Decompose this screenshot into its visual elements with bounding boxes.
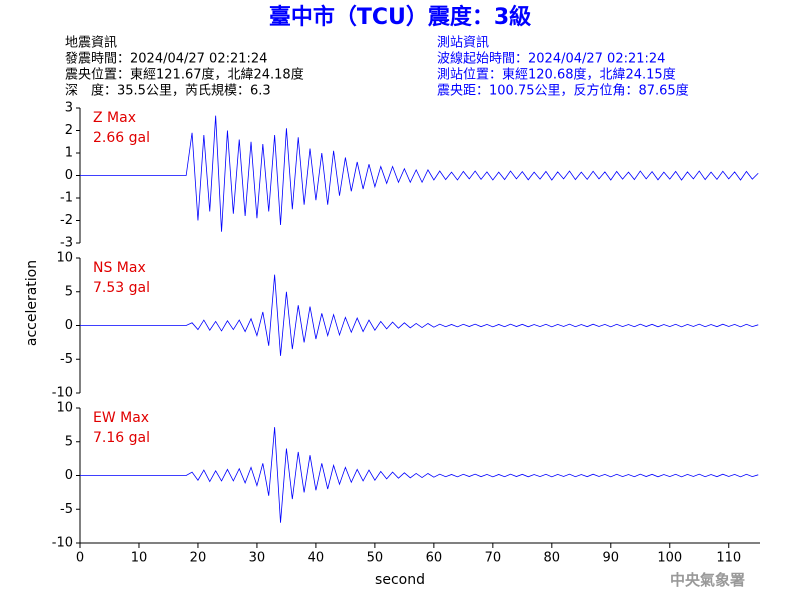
- y-tick-label: 10: [56, 251, 73, 266]
- info-line: 深 度：35.5公里，芮氏規模：6.3: [65, 83, 271, 99]
- x-tick-label: 90: [603, 551, 620, 566]
- x-tick-label: 30: [249, 551, 266, 566]
- x-tick-label: 10: [131, 551, 148, 566]
- y-tick-label: 2: [65, 123, 73, 138]
- y-tick-label: -5: [60, 502, 73, 517]
- y-tick-label: -1: [60, 191, 73, 206]
- y-tick-label: 3: [65, 101, 73, 116]
- y-tick-label: -10: [52, 536, 73, 551]
- waveform: [80, 115, 759, 232]
- y-tick-label: -10: [52, 386, 73, 401]
- info-line: 發震時間：2024/04/27 02:21:24: [65, 52, 267, 67]
- max-label: Z Max: [93, 110, 136, 126]
- max-label: NS Max: [93, 260, 146, 276]
- chart-title: 臺中市（TCU）震度：3級: [269, 4, 531, 30]
- info-line: 震央位置：東經121.67度，北緯24.18度: [65, 67, 304, 83]
- y-tick-label: 0: [65, 468, 73, 483]
- y-tick-label: -2: [60, 213, 73, 228]
- y-tick-label: 0: [65, 168, 73, 183]
- footer: 中央氣象署: [670, 571, 745, 589]
- info-line: 地震資訊: [65, 36, 117, 51]
- x-tick-label: 40: [308, 551, 325, 566]
- max-value: 7.16 gal: [93, 430, 150, 446]
- x-tick-label: 50: [367, 551, 384, 566]
- x-tick-label: 60: [426, 551, 443, 566]
- x-tick-label: 80: [544, 551, 561, 566]
- max-label: EW Max: [93, 410, 149, 426]
- y-tick-label: 1: [65, 146, 73, 161]
- max-value: 2.66 gal: [93, 130, 150, 146]
- max-value: 7.53 gal: [93, 280, 150, 296]
- x-tick-label: 100: [657, 551, 682, 566]
- info-line: 測站資訊: [437, 36, 489, 51]
- info-right: 測站資訊 波線起始時間：2024/04/27 02:21:24 測站位置：東經1…: [437, 36, 689, 99]
- x-tick-label: 20: [190, 551, 207, 566]
- y-tick-label: 5: [65, 284, 73, 299]
- y-tick-label: 0: [65, 318, 73, 333]
- info-line: 波線起始時間：2024/04/27 02:21:24: [437, 51, 665, 67]
- info-left: 地震資訊 發震時間：2024/04/27 02:21:24 震央位置：東經121…: [65, 36, 304, 99]
- y-tick-label: -3: [60, 236, 73, 251]
- waveform: [80, 274, 759, 356]
- x-tick-label: 110: [716, 551, 741, 566]
- info-line: 測站位置：東經120.68度，北緯24.15度: [437, 67, 676, 83]
- waveform: [80, 427, 759, 523]
- x-tick-label: 0: [76, 551, 84, 566]
- x-tick-label: 70: [485, 551, 502, 566]
- x-axis-label: second: [375, 572, 425, 588]
- y-tick-label: -5: [60, 352, 73, 367]
- info-line: 震央距：100.75公里，反方位角：87.65度: [437, 83, 689, 99]
- y-tick-label: 10: [56, 401, 73, 416]
- y-tick-label: 5: [65, 434, 73, 449]
- y-axis-label: acceleration: [24, 260, 40, 346]
